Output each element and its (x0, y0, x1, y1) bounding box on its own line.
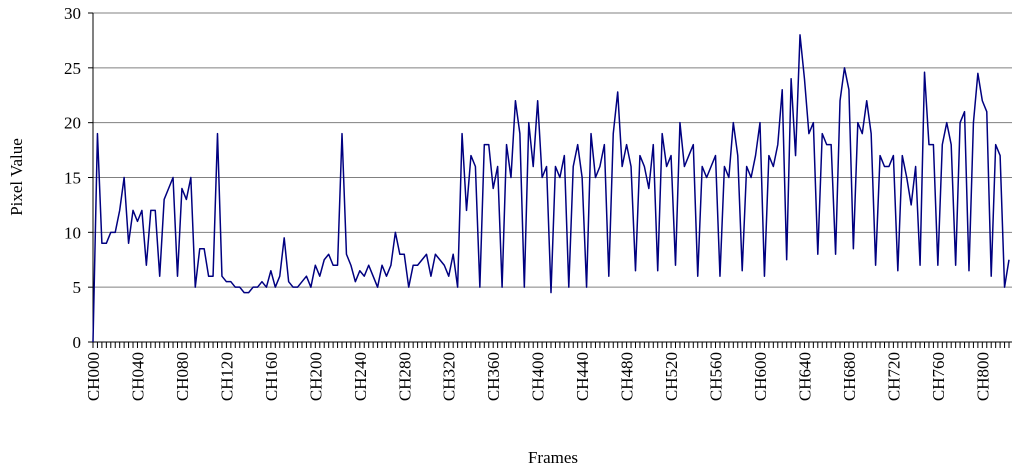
x-tick-label: CH480 (618, 352, 637, 401)
x-axis-title: Frames (528, 448, 578, 467)
y-tick-label: 5 (73, 278, 82, 297)
y-tick-label: 30 (64, 4, 81, 23)
x-tick-label: CH800 (973, 352, 992, 401)
x-tick-label: CH520 (662, 352, 681, 401)
x-tick-label: CH440 (573, 352, 592, 401)
y-axis-title: Pixel Value (7, 138, 26, 216)
x-tick-label: CH160 (262, 352, 281, 401)
y-tick-label: 15 (64, 169, 81, 188)
x-tick-label: CH240 (351, 352, 370, 401)
x-tick-label: CH760 (929, 352, 948, 401)
x-tick-label: CH200 (306, 352, 325, 401)
x-tick-label: CH280 (395, 352, 414, 401)
x-tick-label: CH360 (484, 352, 503, 401)
x-tick-label: CH040 (128, 352, 147, 401)
x-tick-label: CH000 (84, 352, 103, 401)
x-tick-label: CH120 (217, 352, 236, 401)
x-tick-label: CH720 (884, 352, 903, 401)
x-tick-label: CH400 (529, 352, 548, 401)
y-tick-label: 20 (64, 114, 81, 133)
y-tick-label: 0 (73, 333, 82, 352)
x-tick-label: CH600 (751, 352, 770, 401)
x-tick-label: CH080 (173, 352, 192, 401)
x-tick-label: CH560 (707, 352, 726, 401)
y-tick-label: 25 (64, 59, 81, 78)
x-tick-label: CH640 (795, 352, 814, 401)
y-tick-label: 10 (64, 223, 81, 242)
x-tick-label: CH680 (840, 352, 859, 401)
x-tick-label: CH320 (440, 352, 459, 401)
data-line (92, 34, 1010, 343)
